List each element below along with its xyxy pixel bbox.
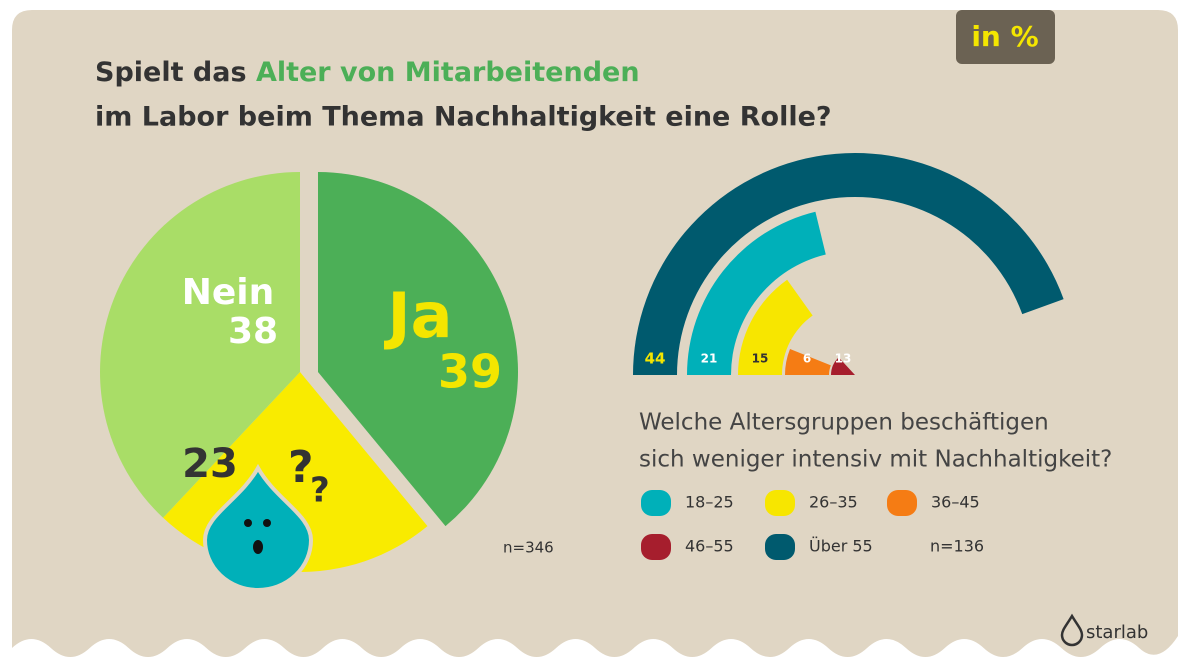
note: n=136 — [930, 537, 984, 556]
radial-bar — [687, 211, 826, 375]
radial-bar — [738, 279, 813, 375]
legend-label: 18–25 — [685, 493, 734, 512]
title-line: im Labor beim Thema Nachhaltigkeit eine … — [95, 102, 832, 133]
radial-bar — [633, 152, 1064, 375]
pie-slice — [318, 172, 518, 527]
value-label: 6 — [803, 352, 811, 366]
question: Welche Altersgruppen beschäftigen — [639, 410, 1049, 436]
title-highlight: Alter von Mitarbeitenden — [256, 57, 640, 88]
pie-slice — [100, 172, 301, 518]
drop — [202, 463, 314, 592]
value-label: 15 — [752, 352, 769, 366]
slice-value: 39 — [438, 345, 502, 399]
legend-swatch — [765, 490, 795, 516]
value-label: 13 — [835, 352, 852, 366]
legend-swatch — [887, 490, 917, 516]
slice-label: Nein — [182, 272, 275, 313]
question: sich weniger intensiv mit Nachhaltigkeit… — [639, 447, 1112, 473]
mouth — [253, 540, 263, 554]
legend-swatch — [641, 490, 671, 516]
title-lead: Spielt das — [95, 57, 247, 88]
radial-chart: 21 15 6 13 44 18–25 26–35 36–45 46–55 Über 55 — [633, 152, 1064, 560]
logo-icon — [1060, 613, 1084, 647]
slice-label: Ja — [384, 279, 453, 352]
logo: starlab — [1060, 613, 1148, 647]
legend-label: 26–35 — [809, 493, 858, 512]
legend-swatch — [641, 534, 671, 560]
eye — [244, 519, 252, 527]
value-label: 21 — [701, 352, 718, 366]
eye — [263, 519, 271, 527]
legend-label: 46–55 — [685, 537, 734, 556]
legend-label: 36–45 — [931, 493, 980, 512]
slice-value: 23 — [182, 441, 238, 487]
badge-box — [956, 10, 1055, 64]
legend-swatch — [765, 534, 795, 560]
question-mark: ? — [288, 442, 314, 493]
drop-face — [202, 463, 314, 592]
radial-bar — [831, 357, 855, 375]
value-label: 44 — [645, 350, 666, 368]
question-mark: ? — [310, 471, 330, 511]
slice-value: 38 — [228, 311, 278, 352]
title: Spielt das Alter von Mitarbeitenden — [95, 57, 640, 88]
badge: in % — [971, 20, 1038, 53]
legend-label: Über 55 — [809, 537, 873, 556]
radial-bar — [784, 348, 831, 375]
question-marks: ? ? — [288, 442, 330, 511]
logo-text: starlab — [1086, 622, 1148, 643]
note: n=346 — [503, 539, 554, 557]
